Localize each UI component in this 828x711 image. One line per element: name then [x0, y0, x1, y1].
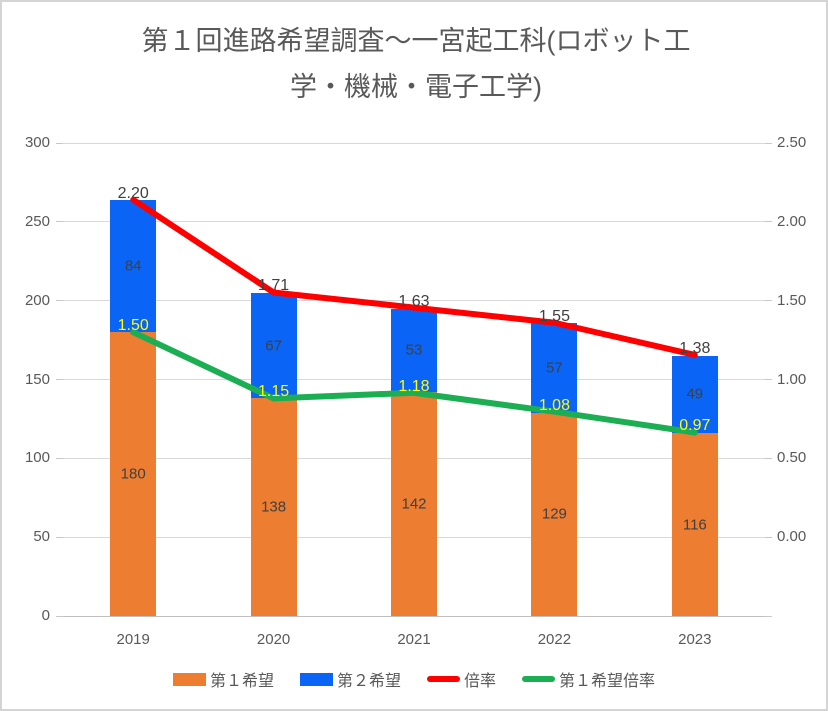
right-axis-tick-label: 0.00: [777, 528, 807, 546]
bar-second-choice: [671, 355, 718, 434]
line-value-label: 2.20: [117, 184, 149, 202]
legend-item: 第１希望倍率: [522, 667, 655, 691]
gridline: [63, 221, 765, 223]
bar-value-label: 57: [546, 359, 563, 377]
legend-item: 第２希望: [299, 667, 401, 691]
legend-label: 第１希望: [209, 673, 274, 690]
left-axis-tick-label: 250: [24, 212, 50, 230]
left-axis-tick-label: 150: [24, 370, 50, 388]
line-value-label: 1.15: [258, 383, 290, 401]
x-axis-label: 2022: [537, 631, 572, 648]
bar-value-label: 116: [682, 516, 707, 534]
line-value-label: 1.63: [398, 292, 430, 310]
bar-value-label: 142: [401, 495, 427, 513]
legend: 第１希望 第２希望 倍率 第１希望倍率: [2, 666, 826, 692]
left-axis-tick-label: 300: [24, 134, 50, 151]
gridline: [63, 142, 765, 144]
right-axis-tick: [765, 615, 772, 617]
legend-label: 第１希望倍率: [559, 673, 656, 690]
right-axis-tick: [765, 379, 772, 380]
bar-value-label: 53: [405, 341, 423, 359]
line-value-label: 0.97: [679, 417, 711, 435]
legend-swatch-icon: [522, 676, 556, 682]
right-axis-tick-label: 1.00: [777, 370, 807, 388]
bar-value-label: 84: [124, 257, 142, 275]
right-axis-tick: [765, 300, 772, 302]
x-axis-label: 2020: [256, 631, 291, 648]
left-axis-tick: [56, 142, 63, 144]
line-series-layer: [130, 196, 698, 436]
rate-line: [130, 196, 698, 358]
line-value-label: 1.50: [117, 317, 149, 335]
bar-second-choice: [250, 292, 297, 399]
line-value-label: 1.38: [679, 339, 711, 357]
legend-item: 倍率: [427, 667, 496, 691]
bar-value-label: 129: [541, 505, 567, 523]
left-axis-tick-label: 100: [24, 449, 50, 467]
x-axis-line: [63, 615, 765, 617]
legend-label: 倍率: [464, 673, 497, 690]
left-axis-tick-label: 0: [41, 607, 50, 624]
chart-title-line2: 学・機械・電子工学): [290, 72, 542, 102]
legend-item: 第１希望: [172, 667, 274, 691]
line-value-label: 1.71: [258, 277, 290, 295]
left-axis-tick: [56, 536, 63, 538]
line-value-label: 1.55: [538, 307, 570, 325]
x-axis-label: 2019: [116, 631, 150, 648]
bar-value-label: 180: [120, 465, 146, 483]
chart-title-line1: 第１回進路希望調査～一宮起工科(ロボット工: [141, 26, 691, 56]
bar-first-choice: [110, 332, 157, 616]
bar-first-choice: [391, 392, 437, 616]
right-axis-tick: [765, 221, 772, 223]
right-axis-tick-label: 2.50: [777, 134, 807, 151]
left-axis-tick: [56, 379, 63, 380]
left-axis-tick: [56, 300, 63, 302]
right-axis-tick: [765, 457, 772, 459]
legend-swatch-icon: [427, 676, 460, 682]
legend-swatch-icon: [172, 672, 206, 686]
bar-second-choice: [531, 322, 578, 413]
bar-second-choice: [110, 199, 157, 333]
right-axis-tick-label: 1.50: [777, 291, 807, 309]
x-axis-label: 2021: [397, 631, 431, 648]
left-axis-tick: [56, 457, 63, 459]
left-axis-tick: [56, 221, 63, 223]
legend-label: 第２希望: [336, 673, 401, 690]
plot-area: 180 84 138 67 142 53 129 57 116 49 2.20 1.71 1.63 1.5…: [56, 142, 772, 617]
left-axis-tick-label: 200: [24, 291, 50, 309]
gridline: [63, 300, 765, 302]
first-choice-rate-line: [130, 329, 698, 436]
line-value-label: 1.08: [538, 396, 570, 414]
legend-swatch-icon: [299, 672, 333, 686]
x-axis-label: 2023: [678, 631, 712, 648]
right-axis-tick-label: 2.00: [777, 212, 807, 230]
bar-value-label: 49: [686, 385, 704, 403]
bar-first-choice: [531, 412, 578, 616]
bar-value-label: 67: [265, 337, 282, 355]
left-axis-tick-label: 50: [33, 528, 50, 546]
left-axis-tick: [56, 615, 63, 617]
bar-value-label: 138: [261, 498, 287, 516]
bar-first-choice: [671, 433, 718, 616]
bar-second-choice: [391, 308, 437, 393]
chart-title: 第１回進路希望調査～一宮起工科(ロボット工 学・機械・電子工学): [106, 18, 726, 110]
right-axis-tick: [765, 536, 772, 538]
bar-first-choice: [250, 398, 297, 616]
right-axis-tick-label: 0.50: [777, 449, 807, 467]
right-axis-tick: [765, 142, 772, 144]
line-value-label: 1.18: [398, 377, 430, 395]
